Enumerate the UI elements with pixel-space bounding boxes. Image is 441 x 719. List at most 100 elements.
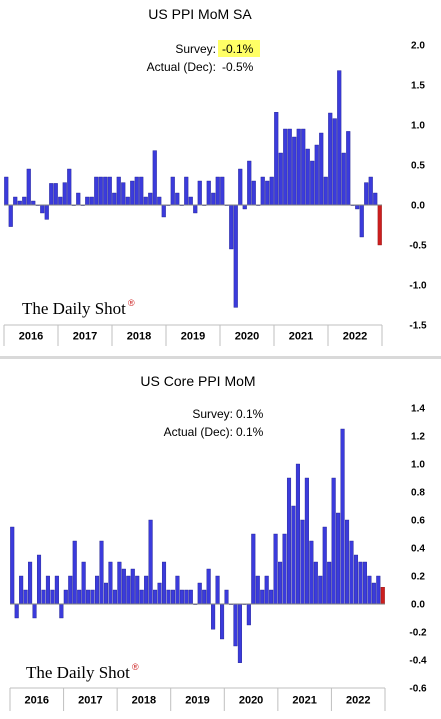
bar	[215, 176, 220, 206]
bar	[211, 192, 216, 206]
chart-title: US Core PPI MoM	[140, 373, 255, 389]
y-tick-label: -0.2	[409, 628, 427, 639]
bar	[31, 200, 36, 206]
x-year-label: 2018	[132, 695, 156, 707]
bar	[322, 526, 327, 605]
bar	[319, 132, 324, 206]
y-tick-label: 0.6	[411, 516, 425, 527]
bar	[76, 192, 81, 206]
y-tick-label: -1.5	[409, 321, 427, 332]
bar	[170, 176, 175, 206]
bar	[269, 589, 274, 605]
bar	[121, 182, 126, 206]
bar	[323, 176, 328, 206]
bar	[22, 196, 27, 206]
bar	[309, 540, 314, 605]
bar	[313, 561, 318, 605]
bar	[77, 589, 82, 605]
bar	[233, 603, 238, 647]
x-year-label: 2020	[235, 331, 259, 343]
y-tick-label: 1.2	[411, 432, 425, 443]
bar	[184, 176, 189, 206]
bar	[152, 150, 157, 206]
bar	[224, 589, 229, 605]
bar	[179, 589, 184, 605]
bar	[202, 589, 207, 605]
bar	[130, 180, 135, 206]
bar	[286, 477, 292, 605]
bar	[260, 589, 265, 605]
bar	[251, 533, 256, 605]
bar	[197, 180, 202, 206]
bar	[278, 561, 283, 605]
bar	[53, 183, 58, 206]
bar	[282, 533, 287, 605]
bar	[121, 568, 126, 605]
bar	[278, 152, 283, 206]
y-tick-label: 1.0	[411, 121, 425, 132]
bar	[246, 603, 251, 626]
x-year-label: 2022	[346, 695, 370, 707]
chart-title: US PPI MoM SA	[148, 6, 252, 22]
x-year-label: 2022	[343, 331, 367, 343]
bar	[157, 582, 162, 605]
bar	[94, 176, 99, 206]
logo-text: The Daily Shot	[26, 663, 130, 682]
y-tick-label: 0.0	[411, 201, 425, 212]
bar	[108, 561, 113, 605]
x-year-label: 2016	[19, 331, 43, 343]
bar	[28, 561, 33, 605]
bar	[211, 603, 216, 630]
bar	[144, 575, 149, 605]
bar	[371, 582, 376, 605]
bar	[40, 204, 45, 214]
bar	[99, 540, 104, 605]
bar	[349, 540, 354, 605]
bar	[44, 204, 49, 220]
bar	[68, 575, 73, 605]
x-year-label: 2017	[73, 331, 97, 343]
survey-label: Survey:	[175, 42, 216, 56]
bar	[260, 176, 265, 206]
bar	[336, 512, 341, 605]
plot-area: 2.0 1.5 1.0 0.5 0.0 -0.5 -1.0 -1.5 2016 2017 2018 2…	[3, 41, 427, 346]
x-year-label: 2016	[25, 695, 49, 707]
bar	[107, 176, 112, 206]
bar	[233, 204, 238, 308]
bar	[346, 131, 351, 206]
bar	[283, 128, 288, 206]
bar	[238, 168, 243, 206]
bar	[10, 526, 15, 605]
bar	[364, 182, 369, 206]
bar	[36, 554, 42, 605]
bar	[139, 176, 144, 206]
bar	[188, 196, 193, 206]
y-tick-label: 1.0	[411, 460, 425, 471]
bar	[340, 428, 345, 605]
bar	[368, 176, 373, 206]
bar	[341, 152, 346, 206]
bar	[376, 575, 381, 605]
bar	[166, 589, 171, 605]
bar	[295, 463, 300, 605]
y-tick-label: 0.0	[411, 600, 425, 611]
bar	[220, 176, 225, 206]
bar	[345, 519, 350, 605]
bar	[300, 519, 305, 605]
bar	[98, 176, 103, 206]
bar	[13, 196, 18, 206]
bar	[310, 160, 315, 206]
bar	[112, 192, 117, 206]
y-tick-label: 2.0	[411, 41, 425, 52]
bar	[72, 540, 77, 605]
bar	[287, 128, 292, 206]
y-tick-label: 1.4	[411, 404, 425, 415]
bar	[63, 589, 68, 605]
y-tick-label: -0.4	[409, 656, 427, 667]
bar	[188, 589, 193, 605]
y-tick-label: 0.5	[411, 161, 425, 172]
chart-panel-ppi: US PPI MoM SA Survey: -0.1% Actual (Dec)…	[0, 0, 441, 352]
bar	[143, 196, 148, 206]
bar	[17, 200, 22, 206]
chart-panel-core-ppi: US Core PPI MoM Survey: 0.1% Actual (Dec…	[0, 362, 441, 719]
